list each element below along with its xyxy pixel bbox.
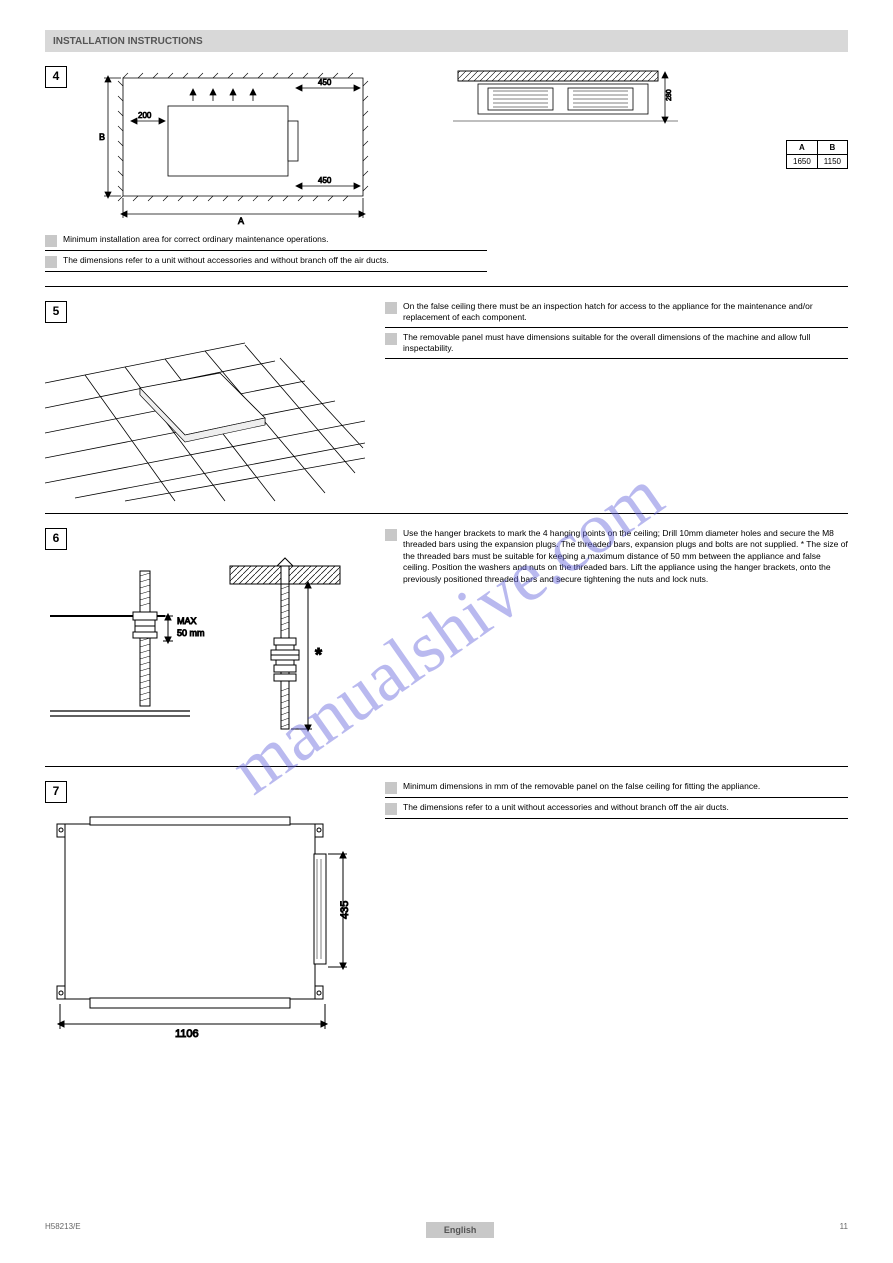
- bullet-item: Minimum dimensions in mm of the removabl…: [385, 781, 848, 798]
- hanger-diagram: MAX 50 mm: [45, 556, 375, 756]
- bullet-text: The removable panel must have dimensions…: [403, 332, 848, 355]
- bullet-item: The dimensions refer to a unit without a…: [385, 802, 848, 819]
- bullet-item: The dimensions refer to a unit without a…: [45, 255, 487, 272]
- section-5: 5: [45, 301, 848, 514]
- panel-dimensions-diagram: 1106 435: [45, 809, 375, 1044]
- bullet-icon: [45, 235, 57, 247]
- bullet-icon: [385, 782, 397, 794]
- footer-code: H58213/E: [45, 1222, 81, 1238]
- page-footer: H58213/E English 11: [45, 1222, 848, 1238]
- section-6: 6: [45, 528, 848, 767]
- bullet-item: On the false ceiling there must be an in…: [385, 301, 848, 328]
- page-header: INSTALLATION INSTRUCTIONS: [45, 30, 848, 52]
- table-cell: 1650: [787, 155, 818, 169]
- svg-text:B: B: [99, 132, 105, 142]
- section-4: 4: [45, 66, 848, 287]
- table-cell: 1150: [817, 155, 847, 169]
- svg-text:A: A: [238, 216, 244, 226]
- footer-page-number: 11: [840, 1222, 848, 1238]
- footer-language: English: [426, 1222, 495, 1238]
- bullet-text: The dimensions refer to a unit without a…: [63, 255, 487, 268]
- bullet-item: The removable panel must have dimensions…: [385, 332, 848, 359]
- step-number-7: 7: [45, 781, 67, 803]
- bullet-icon: [385, 302, 397, 314]
- plan-diagram: 450 450 200 A B: [93, 66, 453, 226]
- bullet-icon: [385, 333, 397, 345]
- step-number-5: 5: [45, 301, 67, 323]
- bullet-icon: [385, 529, 397, 541]
- header-title: INSTALLATION INSTRUCTIONS: [53, 36, 203, 47]
- bullet-text: On the false ceiling there must be an in…: [403, 301, 848, 324]
- ceiling-grid-diagram: [45, 333, 375, 503]
- side-elevation: 280 AB 16501150: [453, 66, 848, 226]
- bullet-icon: [385, 803, 397, 815]
- bullet-item: Minimum installation area for correct or…: [45, 234, 487, 251]
- svg-text:450: 450: [318, 176, 332, 185]
- svg-text:280: 280: [666, 89, 673, 101]
- section-7: 7: [45, 781, 848, 1054]
- bullet-text: Use the hanger brackets to mark the 4 ha…: [403, 528, 848, 585]
- table-header-a: A: [787, 141, 818, 155]
- svg-text:*: *: [315, 645, 322, 665]
- svg-text:435: 435: [339, 901, 351, 919]
- step-number-4: 4: [45, 66, 67, 88]
- svg-text:200: 200: [138, 111, 152, 120]
- bullet-text: The dimensions refer to a unit without a…: [403, 802, 848, 815]
- bullet-item: Use the hanger brackets to mark the 4 ha…: [385, 528, 848, 588]
- svg-text:1106: 1106: [175, 1028, 199, 1040]
- svg-text:450: 450: [318, 78, 332, 87]
- svg-text:50 mm: 50 mm: [177, 628, 205, 638]
- bullet-text: Minimum dimensions in mm of the removabl…: [403, 781, 848, 794]
- bullet-text: Minimum installation area for correct or…: [63, 234, 487, 247]
- dimensions-table: AB 16501150: [786, 140, 848, 169]
- table-header-b: B: [817, 141, 847, 155]
- bullet-icon: [45, 256, 57, 268]
- svg-text:MAX: MAX: [177, 616, 197, 626]
- step-number-6: 6: [45, 528, 67, 550]
